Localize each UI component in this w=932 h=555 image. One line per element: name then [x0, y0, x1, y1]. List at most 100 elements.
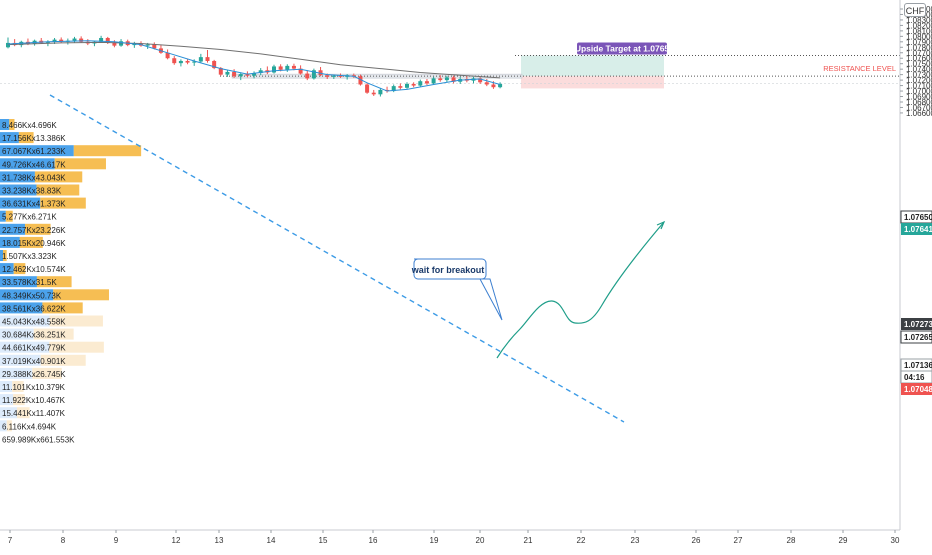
candle-down — [365, 84, 370, 93]
level-lines — [0, 54, 900, 84]
candle-down — [105, 37, 110, 43]
vp-bar-down — [54, 158, 106, 170]
vp-label: 17.156Kx13.386K — [2, 134, 66, 143]
candle-down — [165, 52, 170, 59]
profit-zone — [521, 55, 664, 77]
vp-label: 659.989Kx661.553K — [2, 435, 75, 444]
candle-down — [112, 42, 117, 46]
price-label-bg — [901, 223, 932, 235]
x-tick-label: 9 — [114, 536, 119, 545]
candle-down — [411, 83, 416, 86]
vp-bar-down — [13, 263, 26, 275]
price-label: 1.07650 — [904, 213, 932, 222]
vp-label: 33.238Kx38.83K — [2, 187, 62, 196]
vp-label: 67.067Kx61.233K — [2, 147, 66, 156]
candle-down — [491, 84, 496, 88]
callout-text: wait for breakout — [411, 265, 485, 275]
x-tick-label: 30 — [891, 536, 900, 545]
candle-down — [232, 71, 237, 77]
price-axis[interactable]: 1.085001.084001.083001.082001.081001.080… — [899, 0, 932, 530]
x-tick-label: 23 — [631, 536, 640, 545]
vp-label: 36.631Kx41.373K — [2, 200, 66, 209]
vp-label: 48.349Kx50.73K — [2, 291, 62, 300]
vp-label: 38.561Kx36.622K — [2, 304, 66, 313]
vp-label: 33.578Kx31.5K — [2, 278, 57, 287]
x-tick-label: 22 — [577, 536, 586, 545]
x-tick-label: 29 — [839, 536, 848, 545]
vp-bar-down — [6, 420, 12, 432]
vp-bar-up — [0, 394, 14, 406]
y-tick-label: 1.07200 — [906, 76, 932, 85]
vp-bar-up — [0, 341, 50, 353]
downtrend-line — [49, 94, 625, 423]
vp-bar-down — [25, 223, 51, 235]
candle-down — [152, 44, 157, 49]
vp-label: 18.015Kx20.946K — [2, 239, 66, 248]
y-tick-label: 1.07700 — [906, 49, 932, 58]
candle-up — [252, 72, 257, 76]
vp-bar-up — [0, 263, 14, 275]
x-tick-label: 20 — [476, 536, 485, 545]
candle-down — [185, 60, 190, 63]
moving-averages — [7, 40, 501, 92]
y-tick-label: 1.06800 — [906, 98, 932, 107]
vp-bar-up — [0, 184, 37, 196]
vp-bar-down — [33, 328, 74, 340]
candle-down — [424, 81, 429, 84]
vp-label: 12.462Kx10.574K — [2, 265, 66, 274]
y-tick-label: 1.07000 — [906, 87, 932, 96]
vp-bar-down — [53, 289, 109, 301]
candle-up — [272, 66, 276, 73]
time-axis[interactable]: 7 8 9 12 13 14 15 16 19 20 21 22 23 26 27 28 29 30 — [0, 529, 900, 545]
vp-bar-down — [49, 341, 104, 353]
candle-down — [398, 86, 403, 88]
vp-bar-up — [0, 132, 19, 144]
vp-label: 6.116Kx4.694K — [2, 422, 57, 431]
forecast-arrowhead — [656, 220, 666, 230]
candle-up — [498, 83, 503, 88]
candle-down — [325, 75, 330, 77]
vp-bar-down — [5, 210, 13, 222]
x-tick-label: 15 — [319, 536, 328, 545]
volume-profile: 8.466Kx4.696K 17.156Kx13.386K 67.067Kx61.2… — [0, 119, 142, 444]
price-label: 1.07048 — [904, 385, 932, 394]
candle-down — [245, 74, 250, 76]
candle-up — [258, 70, 263, 73]
vp-bar-down — [32, 367, 62, 379]
candle-up — [99, 37, 104, 42]
vp-label: 49.726Kx46.617K — [2, 160, 66, 169]
candle-down — [451, 77, 456, 82]
candle-down — [351, 75, 356, 77]
vp-bar-up — [0, 236, 20, 248]
candle-up — [378, 89, 383, 95]
candle-up — [119, 41, 124, 46]
vp-bar-up — [0, 328, 34, 340]
price-label: 04:16 — [904, 373, 925, 382]
x-tick-label: 7 — [8, 536, 13, 545]
vp-bar-up — [0, 119, 10, 130]
y-tick-label: 1.06600 — [906, 109, 932, 118]
candle-down — [318, 70, 323, 76]
candle-down — [305, 73, 310, 79]
resistance-label: RESISTANCE LEVEL — [823, 64, 896, 73]
x-tick-label: 16 — [369, 536, 378, 545]
x-tick-label: 27 — [734, 536, 743, 545]
currency-badge[interactable]: CHF — [904, 3, 926, 17]
forecast-path — [496, 221, 665, 359]
vp-bar-up — [0, 250, 3, 261]
y-tick-label: 1.07600 — [906, 54, 932, 63]
y-tick-label: 1.07500 — [906, 60, 932, 69]
candle-up — [6, 42, 10, 48]
target-label-bg — [577, 42, 667, 55]
candle-up — [72, 38, 77, 41]
candle-up — [431, 78, 436, 84]
vp-bar-down — [49, 315, 103, 327]
vp-label: 31.738Kx43.043K — [2, 173, 66, 182]
candle-down — [298, 68, 303, 74]
vp-bar-down — [40, 354, 86, 366]
vp-label: 22.757Kx23.226K — [2, 226, 66, 235]
y-tick-label: 1.08300 — [906, 16, 932, 25]
vp-bar-down — [3, 250, 7, 261]
